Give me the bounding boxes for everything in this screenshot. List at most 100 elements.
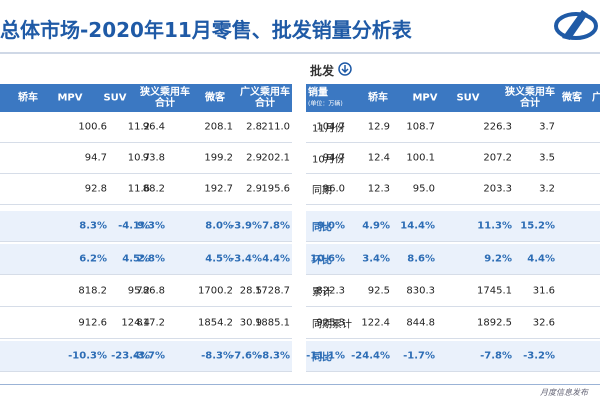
cell: 195.6 <box>261 183 290 195</box>
cell: 10.6% <box>310 253 345 265</box>
cell: 100.1 <box>406 152 435 164</box>
row-label: 累计 <box>312 287 332 299</box>
row-line <box>306 274 600 275</box>
cell: -8.3% <box>258 350 290 362</box>
cell: 3.4% <box>362 253 390 265</box>
cell: -8.3% <box>201 350 233 362</box>
title-rule <box>0 52 600 54</box>
row-line <box>0 371 292 372</box>
cell: 4.5% <box>205 253 233 265</box>
cell: 2.8 <box>246 121 262 133</box>
cell: 95.2 <box>127 285 150 297</box>
cell: 30.9 <box>239 317 262 329</box>
row-line <box>306 142 600 143</box>
cell: 1700.2 <box>198 285 233 297</box>
cell: 4.9% <box>362 220 390 232</box>
cell: 817.2 <box>136 317 165 329</box>
cell: 12.9 <box>367 121 390 133</box>
cell: 4.4% <box>527 253 555 265</box>
column-header: 轿车 <box>18 92 38 104</box>
row-line <box>0 274 292 275</box>
cell: 202.1 <box>261 152 290 164</box>
row-line <box>306 371 600 372</box>
row-band <box>306 244 600 275</box>
cell: 8.6% <box>407 253 435 265</box>
column-header: SUV <box>456 92 480 104</box>
cell: -7.6% <box>230 350 262 362</box>
cell: 207.2 <box>483 152 512 164</box>
cell: 3.7 <box>539 121 555 133</box>
column-header: SUV <box>103 92 127 104</box>
cell: -10.3% <box>68 350 107 362</box>
column-header: 微客 <box>562 92 582 104</box>
cell: 1745.1 <box>477 285 512 297</box>
cell: 2.8% <box>137 253 165 265</box>
unit-header: 销量 <box>308 87 328 99</box>
cell: -4.1% <box>118 220 150 232</box>
cell: 124.4 <box>121 317 150 329</box>
cell: 96.4 <box>142 121 165 133</box>
footer-rule <box>0 384 600 385</box>
row-label: 10月份 <box>312 154 345 166</box>
column-header: 狭义乘用车合计 <box>505 87 555 109</box>
cell: 94.7 <box>322 152 345 164</box>
cell: 11.2 <box>127 121 150 133</box>
cell: 1892.5 <box>477 317 512 329</box>
cell: -3.2% <box>523 350 555 362</box>
cell: 844.8 <box>406 317 435 329</box>
row-label: 同比 <box>312 222 332 234</box>
column-header: MPV <box>57 92 83 104</box>
cell: 2.9 <box>246 183 262 195</box>
row-line <box>0 241 292 242</box>
cell: 3.5 <box>539 152 555 164</box>
column-header: 广义乘用车合计 <box>240 87 290 109</box>
left-header-bar <box>0 84 292 112</box>
cell: 31.6 <box>532 285 555 297</box>
column-header: 广 <box>592 92 600 104</box>
cell: 830.3 <box>406 285 435 297</box>
title: 总体市场-2020年11月零售、批发销量分析表 <box>0 18 412 42</box>
cell: 4.4% <box>262 253 290 265</box>
cell: -3.9% <box>230 220 262 232</box>
row-label: 同期累计 <box>312 319 352 331</box>
cell: 2.9 <box>246 152 262 164</box>
row-line <box>306 338 600 339</box>
cell: 122.4 <box>361 317 390 329</box>
cell: 6.2% <box>79 253 107 265</box>
unit-note: (单位：万辆) <box>308 100 343 108</box>
row-line <box>0 142 292 143</box>
cell: 92.8 <box>84 183 107 195</box>
row-label: 11月份 <box>312 123 345 135</box>
cell: 32.6 <box>532 317 555 329</box>
row-band <box>306 341 600 372</box>
cell: 1885.1 <box>255 317 290 329</box>
cell: 88.2 <box>142 183 165 195</box>
row-band <box>0 211 292 242</box>
cell: -11.1% <box>306 350 345 362</box>
cell: 8.3% <box>79 220 107 232</box>
row-line <box>306 204 600 205</box>
cell: 822.3 <box>316 285 345 297</box>
cell: 912.6 <box>78 317 107 329</box>
row-line <box>306 173 600 174</box>
cell: -1.7% <box>403 350 435 362</box>
column-header: 轿车 <box>368 92 388 104</box>
row-band <box>0 341 292 372</box>
cell: 1728.7 <box>255 285 290 297</box>
cell: 203.3 <box>483 183 512 195</box>
row-line <box>0 306 292 307</box>
row-band <box>306 211 600 242</box>
row-label: 同比 <box>312 352 332 364</box>
cell: 3.2 <box>539 183 555 195</box>
cell: 92.5 <box>367 285 390 297</box>
column-header: MPV <box>412 92 438 104</box>
cell: 9.3% <box>137 220 165 232</box>
cell: 199.2 <box>204 152 233 164</box>
row-label: 环比 <box>312 255 332 267</box>
cell: 8.0% <box>205 220 233 232</box>
cell: 94.7 <box>84 152 107 164</box>
cell: -3.4% <box>230 253 262 265</box>
cell: 15.2% <box>520 220 555 232</box>
cell: 28.5 <box>239 285 262 297</box>
